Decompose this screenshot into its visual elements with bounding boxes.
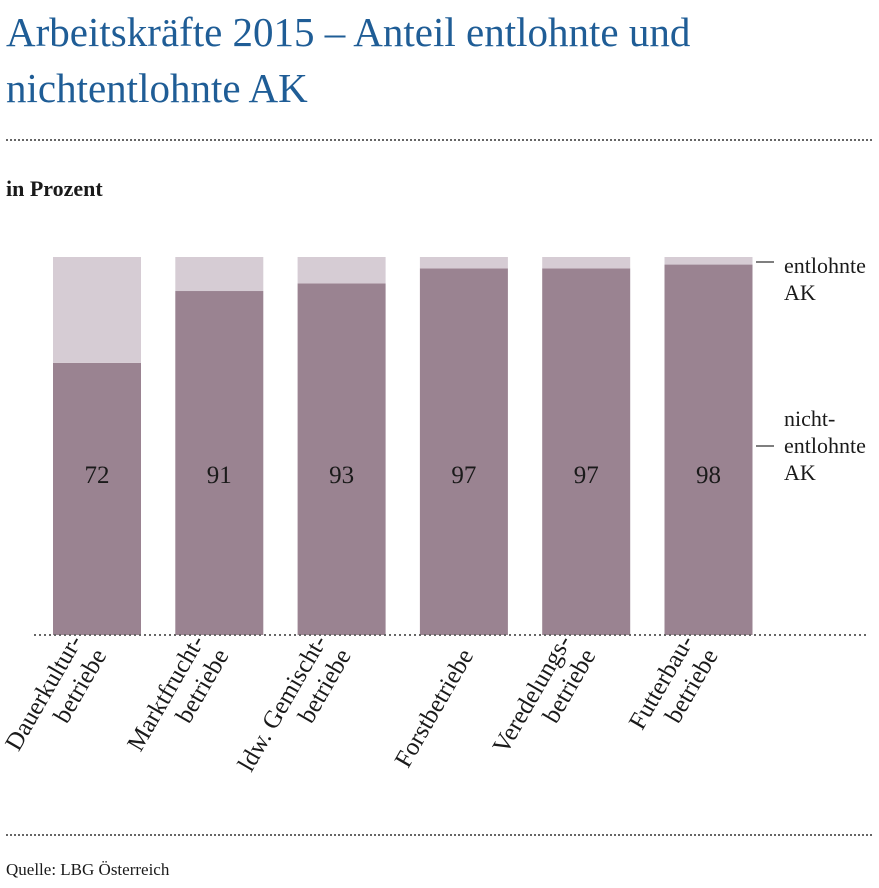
category-label-5: Veredelungs-betriebe: [488, 631, 602, 773]
value-labels-group: 72 91 93 97 97 98: [85, 462, 722, 489]
category-label-3: ldw. Gemischt-betriebe: [233, 631, 357, 791]
bar-entlohnte-1: [53, 257, 141, 363]
unit-label: in Prozent: [6, 176, 103, 201]
value-label-3: 93: [329, 462, 354, 489]
value-label-5: 97: [574, 462, 599, 489]
bar-nichtentlohnte-5: [542, 268, 631, 635]
category-label-4: Forstbetriebe: [390, 645, 479, 773]
value-label-1: 72: [85, 462, 110, 489]
bar-entlohnte-4: [419, 257, 508, 269]
category-labels-group: Dauerkultur-betriebe Marktfrucht-betriebe…: [0, 631, 724, 791]
legend-line: entlohnte: [784, 433, 866, 458]
legend-line: AK: [784, 460, 816, 485]
svg-text:Dauerkultur-betriebe: Dauerkultur-betriebe: [0, 631, 112, 770]
bar-entlohnte-3: [297, 257, 386, 284]
value-label-4: 97: [451, 462, 476, 489]
value-label-6: 98: [696, 462, 721, 489]
value-label-2: 91: [207, 462, 232, 489]
bar-nichtentlohnte-3: [297, 283, 386, 635]
category-label-1: Dauerkultur-betriebe: [0, 631, 112, 770]
bar-nichtentlohnte-4: [419, 268, 508, 635]
top-divider: [6, 139, 872, 141]
bar-nichtentlohnte-2: [175, 291, 264, 635]
stacked-bar-chart: 72 91 93 97 97 98 Dauerkultur-betriebe Marktfr…: [0, 253, 866, 791]
bars-group: [53, 257, 753, 635]
svg-text:Forstbetriebe: Forstbetriebe: [390, 645, 479, 773]
category-label-6: Futterbau-betriebe: [624, 631, 724, 749]
bar-entlohnte-5: [542, 257, 631, 269]
legend-line: AK: [784, 280, 816, 305]
legend-line: nicht-: [784, 406, 835, 431]
category-label-2: Marktfrucht-betriebe: [122, 631, 234, 770]
legend-label-nichtentlohnte: nicht-entlohnte AK: [784, 406, 866, 485]
chart-title: Arbeitskräfte 2015 – Anteil entlohnte un…: [6, 9, 691, 111]
legend-line: entlohnte: [784, 253, 866, 278]
bottom-divider: [6, 834, 872, 836]
bar-nichtentlohnte-6: [664, 264, 753, 635]
svg-text:Veredelungs-betriebe: Veredelungs-betriebe: [488, 631, 602, 773]
bar-entlohnte-2: [175, 257, 264, 292]
svg-text:Futterbau-betriebe: Futterbau-betriebe: [624, 631, 724, 749]
svg-text:Marktfrucht-betriebe: Marktfrucht-betriebe: [122, 631, 234, 770]
source-note: Quelle: LBG Österreich: [6, 860, 170, 879]
legend-label-entlohnte: entlohnte AK: [784, 253, 866, 305]
bar-nichtentlohnte-1: [53, 362, 141, 635]
svg-text:ldw. Gemischt-betriebe: ldw. Gemischt-betriebe: [233, 631, 357, 791]
bar-entlohnte-6: [664, 257, 753, 265]
category-line: Forstbetriebe: [390, 645, 479, 773]
